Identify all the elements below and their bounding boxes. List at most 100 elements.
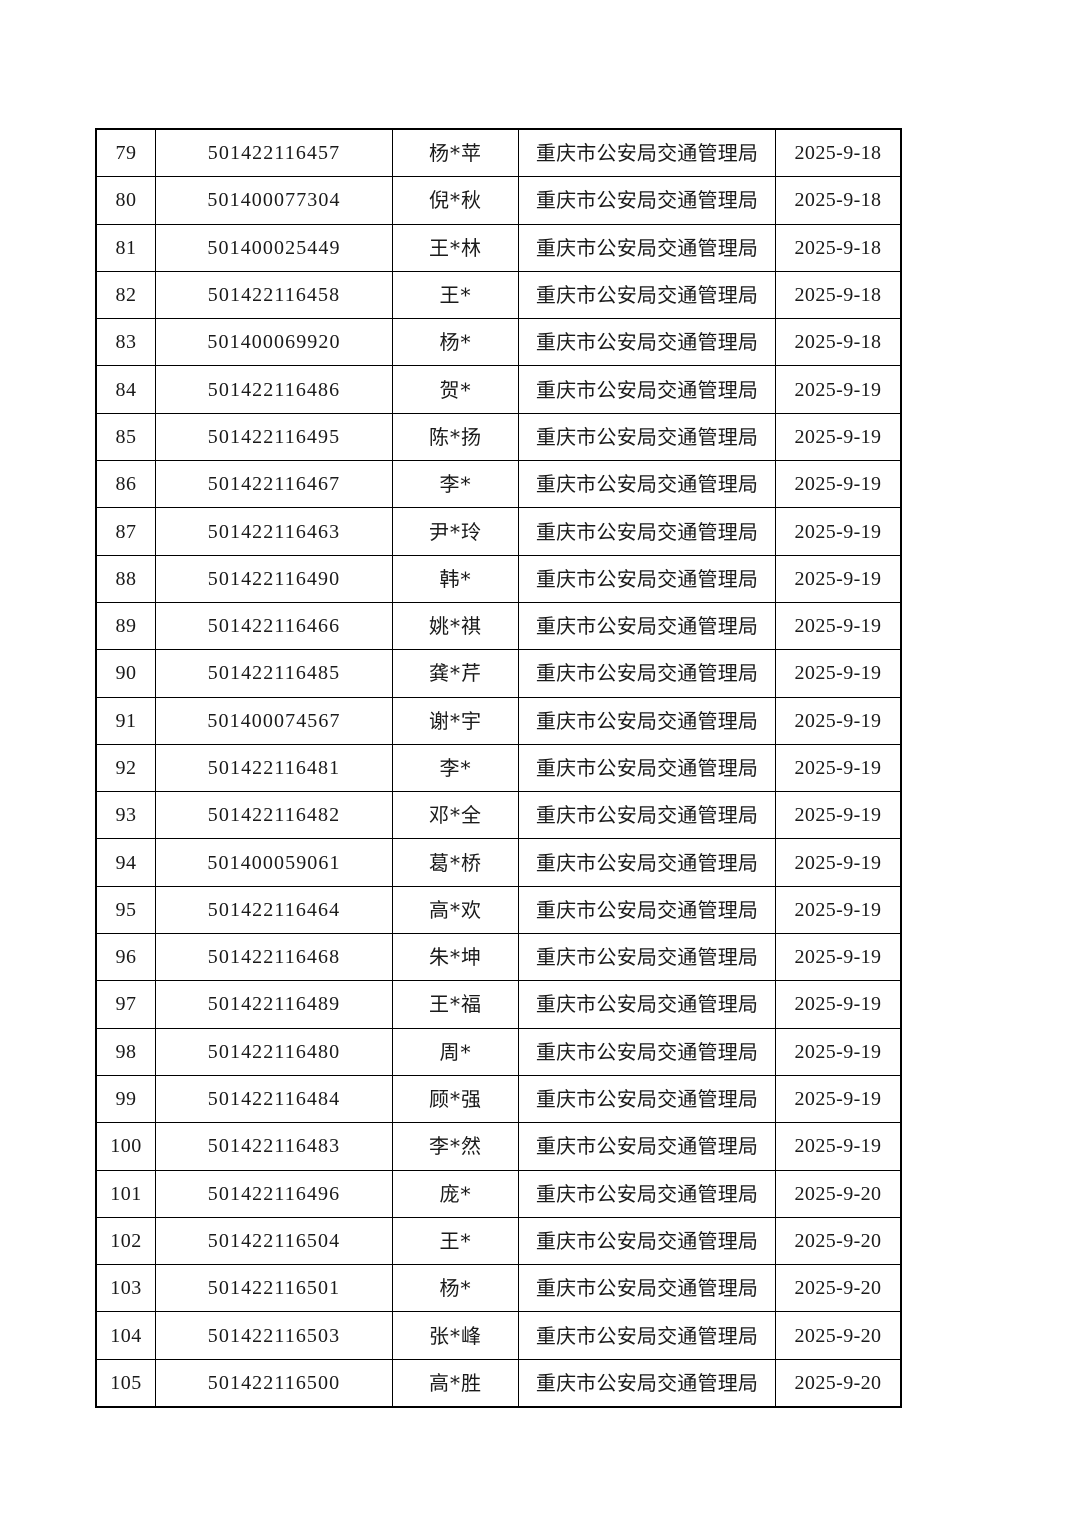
- cell-record-id: 501422116457: [155, 128, 393, 178]
- cell-person-name: 朱*坤: [392, 933, 519, 982]
- cell-issuing-organization: 重庆市公安局交通管理局: [518, 460, 776, 509]
- cell-issuing-organization: 重庆市公安局交通管理局: [518, 649, 776, 698]
- cell-issuing-organization: 重庆市公安局交通管理局: [518, 791, 776, 840]
- cell-record-id: 501422116468: [155, 933, 393, 982]
- cell-person-name: 姚*祺: [392, 601, 519, 651]
- cell-person-name: 李*: [392, 460, 519, 509]
- table-row: 80 501400077304 倪*秋 重庆市公安局交通管理局 2025-9-18: [96, 176, 901, 225]
- cell-sequence-number: 85: [96, 412, 156, 462]
- cell-record-id: 501400077304: [155, 176, 393, 225]
- cell-record-id: 501422116500: [155, 1358, 393, 1408]
- cell-record-id: 501400025449: [155, 223, 393, 272]
- cell-sequence-number: 91: [96, 696, 156, 745]
- cell-issuing-organization: 重庆市公安局交通管理局: [518, 1122, 776, 1171]
- cell-person-name: 王*林: [392, 223, 519, 272]
- table-row: 104 501422116503 张*峰 重庆市公安局交通管理局 2025-9-20: [96, 1311, 901, 1360]
- cell-sequence-number: 84: [96, 365, 156, 414]
- table-row: 95 501422116464 高*欢 重庆市公安局交通管理局 2025-9-19: [96, 885, 901, 935]
- cell-person-name: 李*: [392, 743, 519, 793]
- cell-record-date: 2025-9-20: [775, 1264, 901, 1313]
- table-row: 97 501422116489 王*福 重庆市公安局交通管理局 2025-9-19: [96, 980, 901, 1029]
- cell-person-name: 王*福: [392, 980, 519, 1029]
- table-row: 101 501422116496 庞* 重庆市公安局交通管理局 2025-9-20: [96, 1169, 901, 1218]
- table-row: 102 501422116504 王* 重庆市公安局交通管理局 2025-9-20: [96, 1216, 901, 1266]
- cell-person-name: 葛*桥: [392, 838, 519, 887]
- cell-sequence-number: 79: [96, 128, 156, 178]
- cell-record-date: 2025-9-18: [775, 318, 901, 367]
- cell-record-id: 501422116489: [155, 980, 393, 1029]
- cell-issuing-organization: 重庆市公安局交通管理局: [518, 1169, 776, 1218]
- cell-person-name: 王*: [392, 270, 519, 320]
- cell-record-id: 501422116501: [155, 1264, 393, 1313]
- cell-person-name: 高*胜: [392, 1358, 519, 1408]
- cell-person-name: 王*: [392, 1216, 519, 1266]
- table-row: 87 501422116463 尹*玲 重庆市公安局交通管理局 2025-9-19: [96, 507, 901, 556]
- cell-record-date: 2025-9-19: [775, 838, 901, 887]
- table-row: 81 501400025449 王*林 重庆市公安局交通管理局 2025-9-18: [96, 223, 901, 272]
- cell-record-date: 2025-9-19: [775, 365, 901, 414]
- cell-person-name: 杨*苹: [392, 128, 519, 178]
- table-row: 99 501422116484 顾*强 重庆市公安局交通管理局 2025-9-19: [96, 1074, 901, 1124]
- cell-issuing-organization: 重庆市公安局交通管理局: [518, 223, 776, 272]
- cell-issuing-organization: 重庆市公安局交通管理局: [518, 601, 776, 651]
- cell-record-id: 501422116486: [155, 365, 393, 414]
- cell-sequence-number: 89: [96, 601, 156, 651]
- cell-record-id: 501422116467: [155, 460, 393, 509]
- cell-record-id: 501422116482: [155, 791, 393, 840]
- cell-sequence-number: 103: [96, 1264, 156, 1313]
- cell-record-date: 2025-9-20: [775, 1169, 901, 1218]
- cell-record-date: 2025-9-19: [775, 885, 901, 935]
- table-row: 85 501422116495 陈*扬 重庆市公安局交通管理局 2025-9-19: [96, 412, 901, 462]
- cell-person-name: 庞*: [392, 1169, 519, 1218]
- cell-record-date: 2025-9-19: [775, 791, 901, 840]
- cell-record-id: 501422116484: [155, 1074, 393, 1124]
- table-row: 98 501422116480 周* 重庆市公安局交通管理局 2025-9-19: [96, 1027, 901, 1076]
- cell-sequence-number: 105: [96, 1358, 156, 1408]
- cell-sequence-number: 86: [96, 460, 156, 509]
- table-row: 84 501422116486 贺* 重庆市公安局交通管理局 2025-9-19: [96, 365, 901, 414]
- table-row: 89 501422116466 姚*祺 重庆市公安局交通管理局 2025-9-19: [96, 601, 901, 651]
- cell-record-date: 2025-9-19: [775, 649, 901, 698]
- cell-sequence-number: 98: [96, 1027, 156, 1076]
- cell-record-id: 501422116485: [155, 649, 393, 698]
- cell-person-name: 陈*扬: [392, 412, 519, 462]
- cell-record-date: 2025-9-19: [775, 1122, 901, 1171]
- cell-issuing-organization: 重庆市公安局交通管理局: [518, 507, 776, 556]
- cell-issuing-organization: 重庆市公安局交通管理局: [518, 1358, 776, 1408]
- cell-record-date: 2025-9-19: [775, 980, 901, 1029]
- cell-record-id: 501422116480: [155, 1027, 393, 1076]
- records-table: 79 501422116457 杨*苹 重庆市公安局交通管理局 2025-9-18 80 5…: [95, 127, 902, 1409]
- cell-issuing-organization: 重庆市公安局交通管理局: [518, 365, 776, 414]
- cell-issuing-organization: 重庆市公安局交通管理局: [518, 1027, 776, 1076]
- table-row: 90 501422116485 龚*芹 重庆市公安局交通管理局 2025-9-19: [96, 649, 901, 698]
- cell-record-id: 501422116495: [155, 412, 393, 462]
- cell-person-name: 龚*芹: [392, 649, 519, 698]
- cell-issuing-organization: 重庆市公安局交通管理局: [518, 554, 776, 603]
- cell-record-date: 2025-9-18: [775, 270, 901, 320]
- table-row: 105 501422116500 高*胜 重庆市公安局交通管理局 2025-9-20: [96, 1358, 901, 1408]
- cell-sequence-number: 88: [96, 554, 156, 603]
- cell-record-id: 501400059061: [155, 838, 393, 887]
- table-row: 83 501400069920 杨* 重庆市公安局交通管理局 2025-9-18: [96, 318, 901, 367]
- cell-sequence-number: 104: [96, 1311, 156, 1360]
- cell-record-date: 2025-9-20: [775, 1216, 901, 1266]
- cell-sequence-number: 83: [96, 318, 156, 367]
- cell-record-id: 501422116458: [155, 270, 393, 320]
- cell-person-name: 张*峰: [392, 1311, 519, 1360]
- cell-issuing-organization: 重庆市公安局交通管理局: [518, 318, 776, 367]
- cell-record-id: 501422116490: [155, 554, 393, 603]
- cell-record-date: 2025-9-19: [775, 507, 901, 556]
- cell-record-id: 501422116481: [155, 743, 393, 793]
- table-row: 88 501422116490 韩* 重庆市公安局交通管理局 2025-9-19: [96, 554, 901, 603]
- cell-person-name: 周*: [392, 1027, 519, 1076]
- cell-person-name: 贺*: [392, 365, 519, 414]
- cell-issuing-organization: 重庆市公安局交通管理局: [518, 1264, 776, 1313]
- cell-record-id: 501422116483: [155, 1122, 393, 1171]
- cell-sequence-number: 92: [96, 743, 156, 793]
- table-row: 82 501422116458 王* 重庆市公安局交通管理局 2025-9-18: [96, 270, 901, 320]
- cell-issuing-organization: 重庆市公安局交通管理局: [518, 980, 776, 1029]
- cell-sequence-number: 80: [96, 176, 156, 225]
- cell-record-id: 501400074567: [155, 696, 393, 745]
- cell-sequence-number: 94: [96, 838, 156, 887]
